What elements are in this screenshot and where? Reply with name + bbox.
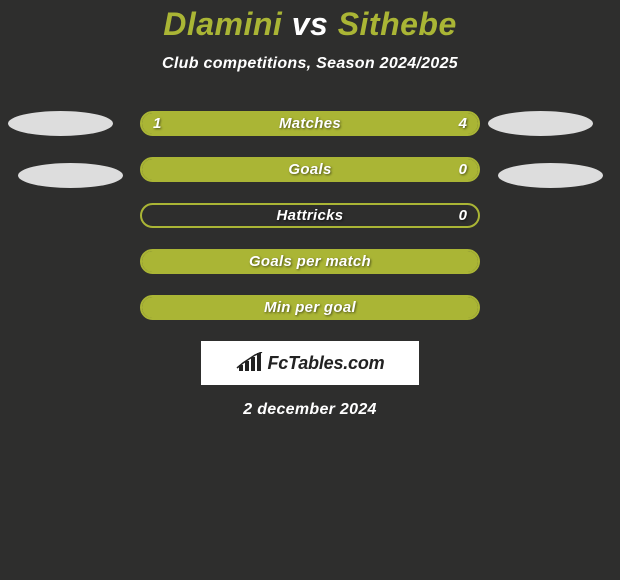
- stat-bar: Goals per match: [140, 249, 480, 274]
- brand-chart-icon: [236, 352, 264, 374]
- stat-row: Min per goal: [0, 295, 620, 320]
- stat-row: Goals per match: [0, 249, 620, 274]
- stat-bar: Goals0: [140, 157, 480, 182]
- brand-badge: FcTables.com: [201, 341, 419, 385]
- subtitle: Club competitions, Season 2024/2025: [0, 55, 620, 73]
- date-line: 2 december 2024: [0, 401, 620, 419]
- stat-value-left: 1: [153, 113, 161, 134]
- stat-label: Min per goal: [142, 297, 478, 318]
- stat-bar: Matches1 4: [140, 111, 480, 136]
- stat-label: Matches: [142, 113, 478, 134]
- stat-row: Hattricks0: [0, 203, 620, 228]
- stat-value-right: 0: [459, 159, 467, 180]
- page-title: Dlamini vs Sithebe: [0, 0, 620, 43]
- stats-block: Matches14Goals0Hattricks0Goals per match…: [0, 111, 620, 320]
- stat-value-right: 4: [459, 113, 467, 134]
- stat-bar: Min per goal: [140, 295, 480, 320]
- stat-value-right: 0: [459, 205, 467, 226]
- stat-bar: Hattricks0: [140, 203, 480, 228]
- title-player1: Dlamini: [163, 6, 282, 42]
- title-vs: vs: [292, 6, 329, 42]
- brand-block: FcTables.com: [0, 341, 620, 385]
- stat-label: Goals per match: [142, 251, 478, 272]
- stat-row: Matches1 4: [0, 111, 620, 136]
- stat-label: Hattricks: [142, 205, 478, 226]
- brand-text: FcTables.com: [268, 353, 385, 374]
- stat-label: Goals: [142, 159, 478, 180]
- stat-row: Goals0: [0, 157, 620, 182]
- title-player2: Sithebe: [338, 6, 457, 42]
